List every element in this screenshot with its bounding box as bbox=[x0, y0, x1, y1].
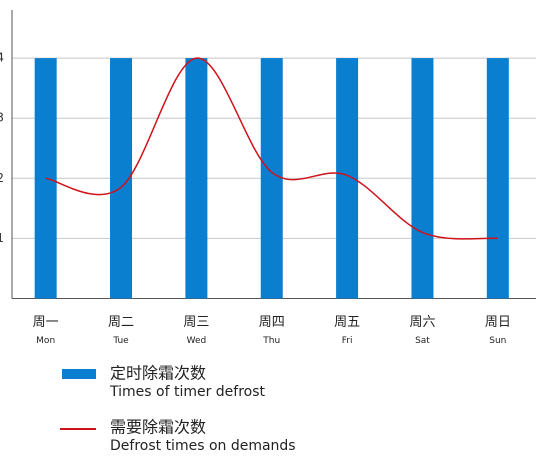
bar bbox=[260, 58, 283, 299]
x-tick-sublabel: Tue bbox=[112, 336, 129, 346]
legend-sublabel: Defrost times on demands bbox=[110, 438, 296, 454]
bar bbox=[185, 58, 208, 299]
x-tick-label: 周一 bbox=[33, 315, 59, 330]
y-tick-label: 2 bbox=[0, 171, 4, 185]
x-tick-sublabel: Fri bbox=[342, 336, 353, 346]
y-tick-label: 4 bbox=[0, 51, 4, 65]
legend-label: 定时除霜次数 bbox=[110, 364, 206, 383]
x-tick-sublabel: Sat bbox=[415, 336, 430, 346]
x-tick-sublabel: Mon bbox=[36, 336, 55, 346]
x-tick-label: 周六 bbox=[409, 315, 435, 330]
bar bbox=[411, 58, 434, 299]
y-tick-label: 1 bbox=[0, 231, 4, 245]
bar bbox=[110, 58, 133, 299]
x-tick-label: 周三 bbox=[183, 315, 209, 330]
bar bbox=[336, 58, 359, 299]
x-tick-sublabel: Thu bbox=[262, 336, 280, 346]
line bbox=[45, 57, 498, 240]
x-tick-sublabel: Wed bbox=[187, 336, 207, 346]
legend-swatch bbox=[62, 369, 96, 379]
x-tick-label: 周二 bbox=[108, 315, 134, 330]
x-tick-label: 周四 bbox=[259, 315, 285, 330]
x-tick-label: 周日 bbox=[485, 315, 511, 330]
legend-sublabel: Times of timer defrost bbox=[109, 384, 266, 400]
y-tick-label: 3 bbox=[0, 111, 4, 125]
x-tick-label: 周五 bbox=[334, 315, 360, 330]
bar bbox=[486, 58, 509, 299]
x-tick-sublabel: Sun bbox=[489, 336, 506, 346]
legend-label: 需要除霜次数 bbox=[110, 418, 206, 437]
